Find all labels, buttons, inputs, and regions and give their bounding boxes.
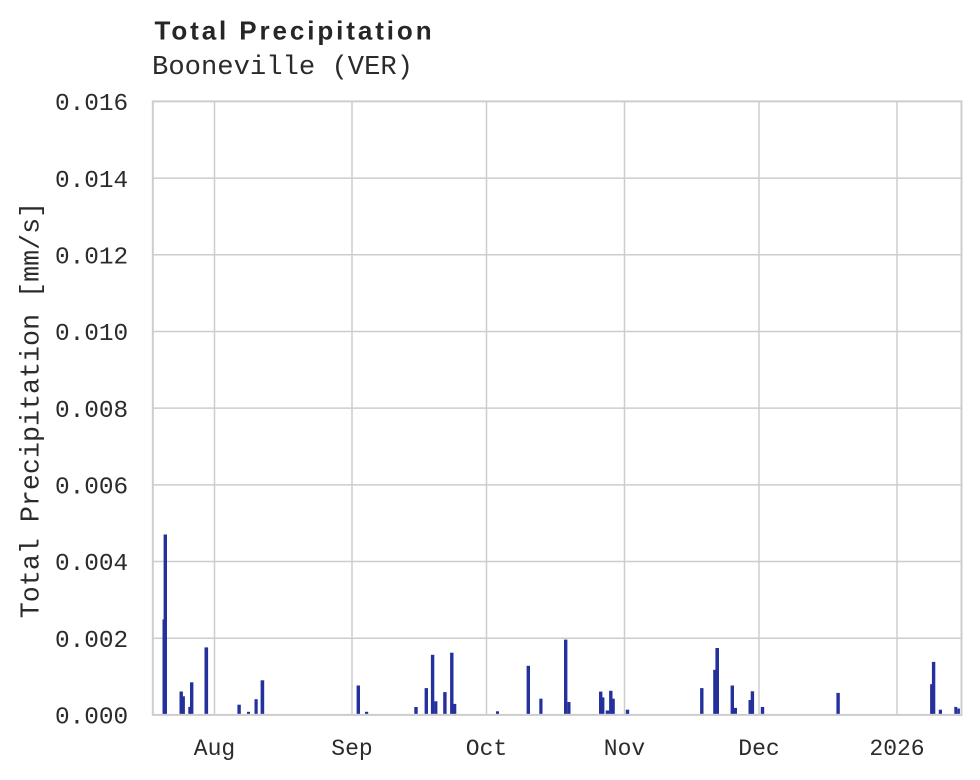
- svg-text:0.004: 0.004: [55, 551, 128, 578]
- svg-text:Nov: Nov: [604, 736, 646, 762]
- svg-text:Aug: Aug: [194, 736, 235, 762]
- svg-text:0.016: 0.016: [55, 91, 128, 118]
- svg-text:0.014: 0.014: [55, 168, 128, 195]
- svg-text:0.002: 0.002: [55, 628, 128, 655]
- svg-text:0.000: 0.000: [55, 705, 128, 732]
- svg-text:0.006: 0.006: [55, 475, 128, 502]
- svg-text:0.008: 0.008: [55, 398, 128, 425]
- svg-text:Sep: Sep: [331, 736, 372, 762]
- svg-text:Total Precipitation [mm/s]: Total Precipitation [mm/s]: [17, 202, 47, 618]
- svg-text:Booneville (VER): Booneville (VER): [152, 52, 413, 83]
- svg-text:2026: 2026: [869, 736, 924, 762]
- svg-text:0.012: 0.012: [55, 244, 128, 271]
- svg-text:Oct: Oct: [466, 736, 507, 762]
- svg-text:0.010: 0.010: [55, 321, 128, 348]
- svg-text:Total Precipitation: Total Precipitation: [155, 16, 435, 46]
- svg-text:Dec: Dec: [738, 736, 779, 762]
